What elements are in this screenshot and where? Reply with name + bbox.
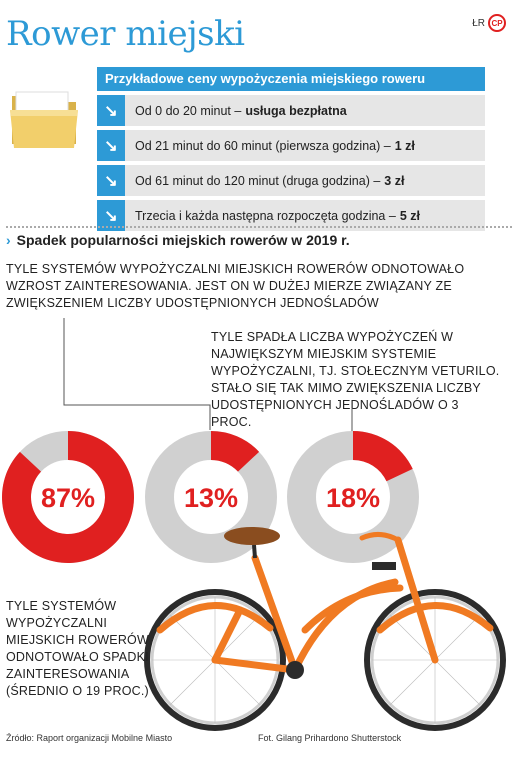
donut-value-label: 13% (184, 483, 238, 513)
price-row-text: Od 21 minut do 60 minut (pierwsza godzin… (135, 138, 391, 153)
source-note: Źródło: Raport organizacji Mobilne Miast… (6, 733, 173, 743)
photo-credit: Fot. Gilang Prihardono Shutterstock (258, 733, 402, 743)
chevron-icon: › (6, 232, 11, 248)
annotation-growth: Tyle systemów wypożyczalni miejskich row… (6, 262, 465, 310)
annotation-decline: Tyle systemów wypożyczalni miejskich row… (6, 599, 149, 698)
price-table-header: Przykładowe ceny wypożyczenia miejskiego… (97, 67, 485, 91)
price-table: Przykładowe ceny wypożyczenia miejskiego… (97, 67, 485, 231)
price-row-value: 3 zł (384, 173, 405, 188)
donut-value-slice (353, 431, 413, 482)
section-subtitle-text: Spadek popularności miejskich rowerów w … (16, 232, 350, 248)
price-row-text: Trzecia i każda następna rozpoczęta godz… (135, 208, 396, 223)
leader-line-growth (63, 318, 211, 430)
price-row: ↘ Trzecia i każda następna rozpoczęta go… (97, 200, 485, 231)
price-row: ↘ Od 61 minut do 120 minut (druga godzin… (97, 165, 485, 196)
donut-value-label: 87% (41, 483, 95, 513)
folder-icon (10, 91, 78, 148)
price-row-value: 1 zł (394, 138, 415, 153)
price-row-value: 5 zł (399, 208, 420, 223)
bicycle-illustration (144, 527, 506, 731)
page-title: Rower miejski (6, 14, 245, 54)
brand-badge: ŁR CP (472, 14, 506, 32)
arrow-down-right-icon: ↘ (97, 200, 125, 231)
publisher-logo: CP (488, 14, 506, 32)
section-divider (6, 226, 512, 228)
brand-initials: ŁR (472, 17, 485, 29)
section-subtitle: › Spadek popularności miejskich rowerów … (6, 232, 350, 248)
price-row: ↘ Od 0 do 20 minut – usługa bezpłatna (97, 95, 485, 126)
arrow-down-right-icon: ↘ (97, 165, 125, 196)
arrow-down-right-icon: ↘ (97, 95, 125, 126)
price-row-value: usługa bezpłatna (245, 103, 347, 118)
annotation-veturilo: Tyle spadła liczba wypożyczeń w najwięks… (211, 330, 500, 429)
price-row: ↘ Od 21 minut do 60 minut (pierwsza godz… (97, 130, 485, 161)
donut-value-slice (2, 431, 135, 563)
donut-value-label: 18% (326, 483, 380, 513)
arrow-down-right-icon: ↘ (97, 130, 125, 161)
price-row-text: Od 61 minut do 120 minut (druga godzina)… (135, 173, 381, 188)
donut-value-slice (211, 431, 260, 472)
price-row-text: Od 0 do 20 minut – (135, 103, 242, 118)
